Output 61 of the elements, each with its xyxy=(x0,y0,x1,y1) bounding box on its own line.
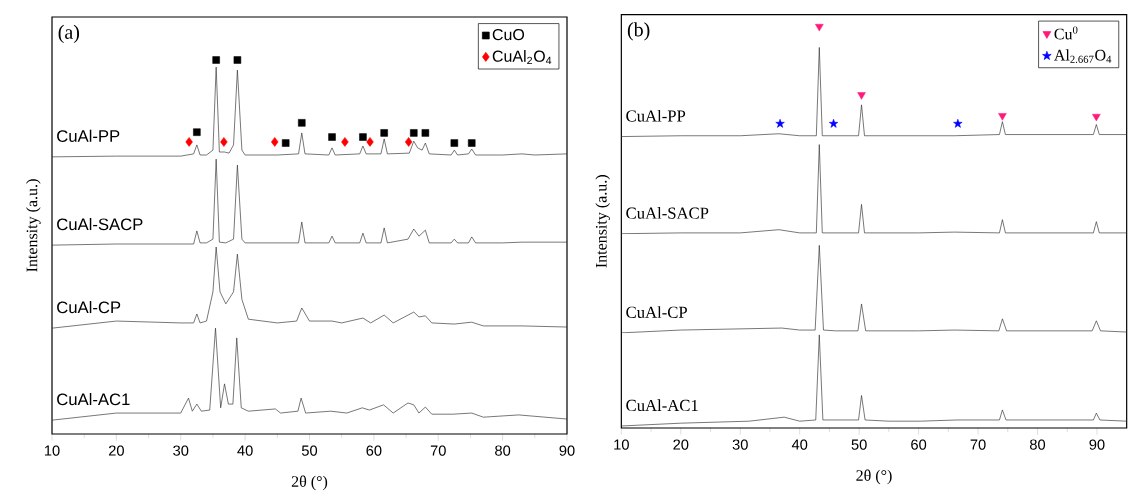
point xyxy=(450,139,459,147)
point xyxy=(220,137,228,147)
series-label: CuAl-CP xyxy=(626,306,687,318)
point xyxy=(328,133,336,141)
x-tick-label: 90 xyxy=(559,445,575,456)
point xyxy=(281,139,290,147)
x-tick-label: 50 xyxy=(851,439,867,450)
x-tick-label: 60 xyxy=(366,445,382,456)
series-label: CuAl-CP xyxy=(57,300,121,314)
point xyxy=(815,24,824,32)
series-label: CuAl-SACP xyxy=(57,217,143,231)
x-tick-label: 20 xyxy=(673,439,689,450)
legend-label: CuAl$_{2}$O$_{4}$ xyxy=(492,50,552,65)
x-tick-label: 30 xyxy=(173,445,189,456)
series-label: CuAl-SACP xyxy=(626,207,709,219)
point xyxy=(212,56,220,64)
legend-label: CuO xyxy=(492,28,525,41)
series-label: CuAl-AC1 xyxy=(57,392,130,406)
point xyxy=(998,113,1007,121)
y-axis-title: Intensity (a.u.) xyxy=(26,179,41,272)
text: (a) xyxy=(58,24,80,43)
x-axis-title: 2θ (°) xyxy=(856,469,892,485)
x-tick-label: 50 xyxy=(301,445,318,456)
point xyxy=(829,118,839,128)
annotation: (b) xyxy=(627,22,650,41)
point xyxy=(410,129,418,137)
point xyxy=(366,137,374,147)
point xyxy=(1092,113,1101,122)
series-label: CuAl-PP xyxy=(626,109,686,122)
x-tick-label: 60 xyxy=(911,439,927,450)
point xyxy=(298,119,306,127)
x-axis-title: 2θ (°) xyxy=(291,475,328,491)
x-tick-label: 20 xyxy=(108,445,124,456)
point xyxy=(421,129,430,137)
series-label: CuAl-PP xyxy=(57,129,120,142)
x-tick-label: 80 xyxy=(1029,439,1046,450)
point xyxy=(271,137,279,147)
x-tick-label: 10 xyxy=(44,445,60,456)
series-label: CuAl-AC1 xyxy=(626,399,698,412)
point xyxy=(953,118,963,128)
x-tick-label: 10 xyxy=(614,439,629,450)
x-tick-label: 40 xyxy=(237,445,253,456)
x-tick-label: 80 xyxy=(495,445,511,456)
point xyxy=(380,129,388,137)
x-tick-label: 30 xyxy=(732,439,748,450)
point xyxy=(233,56,242,64)
point xyxy=(467,139,476,147)
point xyxy=(359,133,367,141)
legend-label: Al$_{2.667}$O$_{4}$ xyxy=(1054,49,1112,63)
point xyxy=(185,137,193,147)
x-tick-label: 90 xyxy=(1089,439,1105,450)
point xyxy=(341,137,349,147)
point xyxy=(775,118,785,128)
point xyxy=(404,137,413,147)
x-tick-label: 40 xyxy=(791,439,808,450)
point xyxy=(857,92,866,100)
x-tick-label: 70 xyxy=(430,445,446,456)
x-tick-label: 70 xyxy=(970,439,986,450)
legend-label: Cu$^{0}$ xyxy=(1054,26,1078,40)
y-axis-title: Intensity (a.u.) xyxy=(595,175,610,268)
point xyxy=(193,128,201,136)
